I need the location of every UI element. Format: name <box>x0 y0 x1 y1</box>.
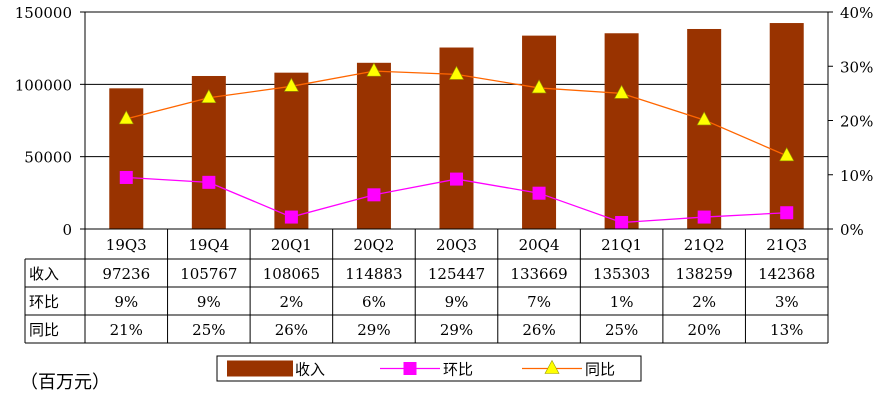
table-cell: 26% <box>522 321 555 339</box>
table-cell: 125447 <box>428 265 485 283</box>
marker-环比-20Q1 <box>284 210 298 224</box>
marker-环比-19Q3 <box>119 170 133 184</box>
marker-环比-21Q1 <box>615 215 629 229</box>
marker-环比-20Q4 <box>532 186 546 200</box>
table-cell: 25% <box>192 321 225 339</box>
table-row-label: 环比 <box>29 293 59 311</box>
table-cell: 9% <box>445 293 469 311</box>
marker-同比-21Q3 <box>779 147 795 162</box>
x-tick-label-20Q1: 20Q1 <box>271 236 312 254</box>
table-cell: 21% <box>110 321 143 339</box>
legend-marker-环比 <box>403 362 417 375</box>
marker-同比-19Q3 <box>118 110 134 125</box>
revenue-bars <box>109 23 804 230</box>
marker-环比-20Q3 <box>450 172 463 186</box>
table-cell: 9% <box>114 293 138 311</box>
legend-label: 收入 <box>295 361 325 379</box>
marker-环比-19Q4 <box>202 175 216 189</box>
table-cell: 105767 <box>180 265 237 283</box>
y-left-tick-label: 150000 <box>15 4 72 22</box>
marker-同比-20Q3 <box>448 65 465 80</box>
bar-21Q1 <box>604 33 639 230</box>
y-right-tick-label: 20% <box>840 113 873 131</box>
y-left-tick-label: 100000 <box>15 76 72 94</box>
table-cell: 9% <box>197 293 221 311</box>
table-cell: 6% <box>362 293 386 311</box>
table-row-label: 同比 <box>29 321 59 339</box>
bar-21Q2 <box>687 28 722 229</box>
x-tick-label-20Q2: 20Q2 <box>353 236 394 254</box>
table-cell: 135303 <box>593 265 650 283</box>
legend-marker-同比 <box>544 359 560 374</box>
bar-20Q4 <box>522 35 557 229</box>
marker-环比-21Q3 <box>780 206 794 220</box>
x-tick-label-19Q3: 19Q3 <box>106 236 147 254</box>
bar-20Q1 <box>274 72 309 229</box>
x-tick-label-21Q3: 21Q3 <box>766 236 807 254</box>
legend: 收入 环比 同比 <box>216 355 642 382</box>
table-cell: 97236 <box>102 265 150 283</box>
legend-label: 环比 <box>443 361 473 379</box>
marker-同比-20Q4 <box>531 79 547 94</box>
x-tick-label-19Q4: 19Q4 <box>188 236 229 254</box>
unit-note: （百万元） <box>20 372 110 393</box>
table-cell: 3% <box>775 293 799 311</box>
x-tick-label-20Q3: 20Q3 <box>436 236 477 254</box>
table-cell: 7% <box>527 293 551 311</box>
y-left-tick-label: 0 <box>62 221 72 239</box>
table-cell: 13% <box>770 321 803 339</box>
data-table: 19Q3 19Q4 20Q1 20Q2 20Q3 20Q4 21Q1 21Q2 21Q3 收入 97… <box>24 229 829 344</box>
x-tick-label-21Q2: 21Q2 <box>684 236 725 254</box>
x-tick-label-21Q1: 21Q1 <box>601 236 642 254</box>
axes: 0 50000 100000 150000 0% 10% 20% 30% 40% <box>15 4 874 239</box>
table-cell: 20% <box>687 321 720 339</box>
bar-21Q3 <box>769 23 804 230</box>
table-cell: 114883 <box>345 265 402 283</box>
table-cell: 133669 <box>510 265 567 283</box>
y-right-tick-label: 10% <box>840 167 873 185</box>
table-cell: 2% <box>279 293 303 311</box>
table-cell: 29% <box>440 321 473 339</box>
table-cell: 26% <box>275 321 308 339</box>
table-cell: 138259 <box>676 265 733 283</box>
x-tick-label-20Q4: 20Q4 <box>519 236 560 254</box>
table-cell: 142368 <box>758 265 815 283</box>
y-right-tick-label: 30% <box>840 58 873 76</box>
table-cell: 2% <box>692 293 716 311</box>
bar-19Q3 <box>109 88 144 230</box>
table-cell: 108065 <box>263 265 320 283</box>
marker-同比-21Q2 <box>696 111 712 126</box>
y-left-tick-label: 50000 <box>24 149 72 167</box>
y-right-tick-label: 40% <box>840 4 873 22</box>
marker-同比-20Q2 <box>366 62 382 77</box>
legend-swatch-收入 <box>227 360 293 377</box>
table-cell: 29% <box>357 321 390 339</box>
marker-同比-19Q4 <box>201 89 217 104</box>
legend-label: 同比 <box>585 361 615 379</box>
table-cell: 1% <box>610 293 634 311</box>
table-row-label: 收入 <box>29 265 59 283</box>
marker-环比-21Q2 <box>697 210 711 224</box>
bar-20Q2 <box>356 62 391 229</box>
y-right-tick-label: 0% <box>840 221 864 239</box>
marker-同比-20Q1 <box>283 77 299 92</box>
table-cell: 25% <box>605 321 638 339</box>
marker-同比-21Q1 <box>614 84 630 99</box>
marker-环比-20Q2 <box>367 188 381 202</box>
ratio-lines <box>118 62 795 229</box>
